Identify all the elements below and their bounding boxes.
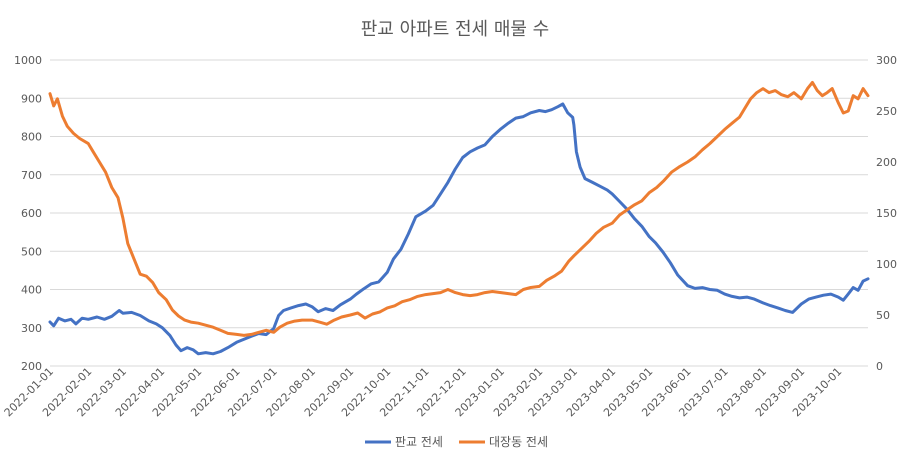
right-y-tick-label: 100 bbox=[876, 258, 897, 271]
series-line-2 bbox=[48, 80, 870, 337]
left-y-tick-label: 800 bbox=[21, 131, 42, 144]
x-axis: 2022-01-012022-02-012022-03-012022-04-01… bbox=[2, 365, 845, 419]
left-y-tick-label: 600 bbox=[21, 207, 42, 220]
right-y-tick-label: 50 bbox=[876, 309, 890, 322]
right-y-tick-label: 150 bbox=[876, 207, 897, 220]
gridlines bbox=[50, 59, 868, 367]
right-y-tick-label: 200 bbox=[876, 156, 897, 169]
series-lines bbox=[48, 80, 870, 356]
left-y-tick-label: 500 bbox=[21, 245, 42, 258]
right-y-tick-label: 250 bbox=[876, 105, 897, 118]
right-y-tick-label: 300 bbox=[876, 54, 897, 67]
left-y-tick-label: 700 bbox=[21, 169, 42, 182]
left-y-tick-label: 300 bbox=[21, 322, 42, 335]
left-y-axis: 200 300 400 500 600 700 800 900 1000 bbox=[14, 54, 42, 373]
series-line-1 bbox=[48, 102, 870, 356]
legend: 판교 전세 대장동 전세 bbox=[365, 435, 548, 449]
left-y-tick-label: 400 bbox=[21, 284, 42, 297]
right-y-tick-label: 0 bbox=[876, 360, 883, 373]
left-y-tick-label: 1000 bbox=[14, 54, 42, 67]
legend-label: 대장동 전세 bbox=[489, 435, 548, 449]
chart-title: 판교 아파트 전세 매물 수 bbox=[361, 19, 550, 40]
left-y-tick-label: 200 bbox=[21, 360, 42, 373]
left-y-tick-label: 900 bbox=[21, 92, 42, 105]
right-y-axis: 0 50 100 150 200 250 300 bbox=[876, 54, 897, 373]
legend-label: 판교 전세 bbox=[395, 435, 443, 449]
